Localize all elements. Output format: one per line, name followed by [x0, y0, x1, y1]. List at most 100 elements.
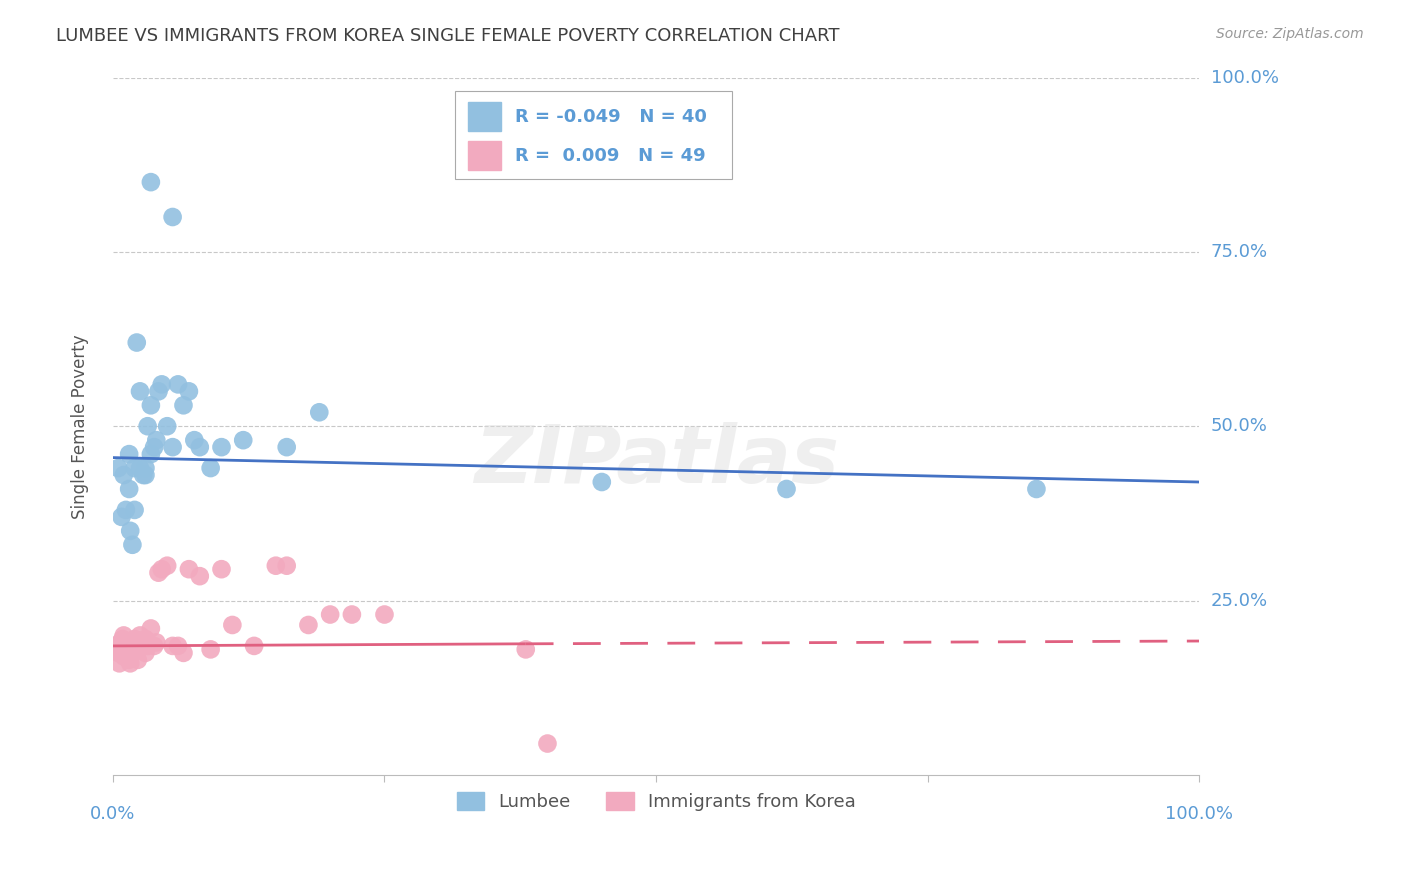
Point [136, 419, 159, 434]
FancyBboxPatch shape [456, 92, 733, 178]
Point [264, 558, 287, 573]
Bar [468, 141, 501, 170]
Point [200, 461, 222, 475]
Point [118, 447, 141, 461]
Point [243, 639, 266, 653]
Point [297, 618, 319, 632]
Point [118, 653, 141, 667]
Text: 25.0%: 25.0% [1211, 591, 1268, 609]
Point [167, 377, 190, 392]
Point [156, 419, 179, 434]
Legend: Lumbee, Immigrants from Korea: Lumbee, Immigrants from Korea [450, 784, 863, 818]
Point [134, 468, 156, 483]
Text: 0.0%: 0.0% [90, 805, 135, 823]
Point [125, 639, 148, 653]
Point [177, 384, 200, 399]
Point [110, 635, 132, 649]
Point [115, 639, 138, 653]
Point [145, 635, 167, 649]
Point [515, 642, 537, 657]
Point [115, 503, 138, 517]
Point [121, 646, 143, 660]
Point [139, 398, 162, 412]
Point [111, 632, 134, 646]
Point [591, 475, 613, 489]
Text: 75.0%: 75.0% [1211, 243, 1268, 260]
Point [129, 639, 152, 653]
Point [120, 524, 142, 538]
Point [172, 646, 194, 660]
Point [112, 649, 135, 664]
Point [177, 562, 200, 576]
Point [124, 503, 146, 517]
Point [125, 335, 148, 350]
Point [129, 461, 152, 475]
Point [536, 737, 558, 751]
Point [134, 632, 156, 646]
Point [143, 440, 166, 454]
Point [115, 646, 138, 660]
Text: ZIPatlas: ZIPatlas [474, 422, 838, 500]
Point [105, 639, 128, 653]
Point [162, 210, 184, 224]
Text: R = -0.049   N = 40: R = -0.049 N = 40 [515, 108, 707, 126]
Point [139, 622, 162, 636]
Point [134, 646, 156, 660]
Point [1025, 482, 1047, 496]
Point [110, 646, 132, 660]
Point [132, 639, 155, 653]
Text: 50.0%: 50.0% [1211, 417, 1267, 435]
Point [127, 653, 149, 667]
Bar [468, 102, 501, 131]
Point [112, 628, 135, 642]
Point [108, 657, 131, 671]
Text: LUMBEE VS IMMIGRANTS FROM KOREA SINGLE FEMALE POVERTY CORRELATION CHART: LUMBEE VS IMMIGRANTS FROM KOREA SINGLE F… [56, 27, 839, 45]
Point [150, 377, 173, 392]
Point [124, 642, 146, 657]
Point [232, 433, 254, 447]
Point [117, 642, 139, 657]
Point [148, 384, 170, 399]
Text: Source: ZipAtlas.com: Source: ZipAtlas.com [1216, 27, 1364, 41]
Point [308, 405, 330, 419]
Point [276, 440, 298, 454]
Point [148, 566, 170, 580]
Point [143, 639, 166, 653]
Point [319, 607, 342, 622]
Point [120, 657, 142, 671]
Point [121, 538, 143, 552]
Point [118, 639, 141, 653]
Point [373, 607, 395, 622]
Point [775, 482, 797, 496]
Point [110, 509, 132, 524]
Point [139, 447, 162, 461]
Point [124, 461, 146, 475]
Point [167, 639, 190, 653]
Point [276, 558, 298, 573]
Text: R =  0.009   N = 49: R = 0.009 N = 49 [515, 146, 706, 165]
Y-axis label: Single Female Poverty: Single Female Poverty [72, 334, 89, 518]
Point [200, 642, 222, 657]
Point [162, 440, 184, 454]
Point [211, 440, 233, 454]
Point [172, 398, 194, 412]
Point [156, 558, 179, 573]
Point [188, 440, 211, 454]
Point [112, 468, 135, 483]
Point [136, 639, 159, 653]
Point [340, 607, 363, 622]
Point [118, 482, 141, 496]
Point [221, 618, 243, 632]
Point [145, 433, 167, 447]
Point [162, 639, 184, 653]
Point [150, 562, 173, 576]
Point [134, 461, 156, 475]
Point [188, 569, 211, 583]
Point [129, 628, 152, 642]
Point [124, 632, 146, 646]
Point [121, 639, 143, 653]
Point [139, 175, 162, 189]
Text: 100.0%: 100.0% [1211, 69, 1278, 87]
Point [211, 562, 233, 576]
Point [107, 646, 129, 660]
